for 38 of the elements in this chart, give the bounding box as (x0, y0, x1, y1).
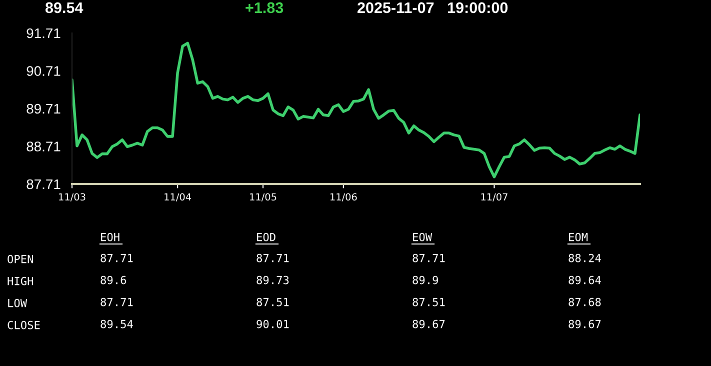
category-label: CLOSE (8, 320, 40, 330)
category-label: EOM (569, 232, 588, 242)
text: 87.71 (100, 298, 133, 306)
x-tick-label: 11/05 (250, 193, 276, 202)
category-label: OPEN (8, 254, 34, 264)
text: 89.64 (568, 276, 601, 284)
chart-subtitle: +1.83 (246, 2, 284, 14)
text: 87.51 (412, 298, 445, 306)
x-tick-label: 11/04 (164, 193, 192, 202)
category-label: HIGH (8, 276, 34, 286)
text: 89.67 (568, 320, 601, 328)
text: 89.6 (100, 276, 126, 284)
y-tick-label: 87.71 (26, 179, 60, 190)
text: 2025-11-07 19:00:00 (358, 2, 508, 14)
text: 87.68 (568, 298, 601, 306)
x-tick-label: 11/03 (59, 193, 86, 202)
y-tick-label: 88.71 (26, 142, 60, 152)
y-tick-label: 90.71 (26, 66, 60, 76)
text: 87.51 (256, 298, 289, 306)
chart-title: 89.54 (45, 2, 84, 14)
y-tick-label: 89.71 (26, 104, 60, 114)
y-tick-label: 91.71 (26, 28, 60, 38)
text: 87.71 (100, 254, 133, 262)
text: 89.67 (412, 320, 445, 328)
category-label: EOW (413, 232, 432, 242)
category-label: EOH (101, 232, 120, 242)
line-series (72, 42, 640, 178)
x-tick-label: 11/07 (481, 193, 508, 202)
text: 87.71 (256, 254, 289, 262)
text: 89.54 (100, 320, 133, 328)
text: 87.71 (412, 254, 445, 262)
category-label: EOD (257, 232, 276, 242)
text: 89.73 (256, 276, 289, 284)
text: 88.24 (568, 254, 601, 262)
category-label: LOW (8, 298, 28, 308)
text: 89.9 (412, 276, 438, 284)
x-tick-label: 11/06 (330, 193, 357, 202)
text: 90.01 (256, 320, 289, 328)
